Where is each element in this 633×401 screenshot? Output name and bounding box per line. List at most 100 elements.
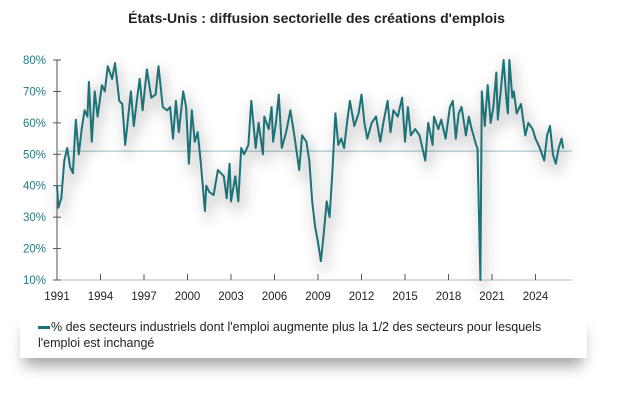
data-point xyxy=(154,93,157,96)
data-point xyxy=(337,144,340,146)
data-point xyxy=(212,194,215,196)
data-point xyxy=(486,84,489,86)
data-point xyxy=(257,122,260,124)
data-point xyxy=(427,122,430,124)
data-point xyxy=(298,169,300,171)
data-point xyxy=(217,169,219,171)
legend-label: % des secteurs industriels dont l'emploi… xyxy=(38,320,542,350)
y-tick-label: 40% xyxy=(23,181,46,193)
data-point xyxy=(301,134,303,137)
data-point xyxy=(375,115,377,118)
data-point xyxy=(512,90,515,93)
data-point xyxy=(208,191,211,193)
data-point xyxy=(314,225,316,228)
data-point xyxy=(182,90,184,93)
x-tick-label: 2024 xyxy=(523,291,549,303)
data-point xyxy=(96,115,99,118)
data-point xyxy=(334,112,337,115)
data-point xyxy=(191,109,193,112)
data-point xyxy=(169,106,171,108)
data-point xyxy=(308,159,311,162)
data-point xyxy=(452,100,454,102)
series-line xyxy=(56,59,565,281)
data-point xyxy=(199,159,202,162)
x-tick-label: 2009 xyxy=(305,291,331,303)
data-point xyxy=(499,90,502,93)
data-point xyxy=(75,118,77,121)
data-point xyxy=(404,140,406,143)
data-point xyxy=(527,122,530,124)
data-point xyxy=(363,122,366,124)
data-point xyxy=(401,96,403,99)
data-point xyxy=(449,106,451,108)
data-point xyxy=(60,197,63,200)
data-point xyxy=(555,162,557,165)
chart-title: États-Unis : diffusion sectorielle des c… xyxy=(128,10,505,26)
data-point xyxy=(185,106,187,108)
data-point xyxy=(86,115,89,118)
y-tick-label: 30% xyxy=(23,212,46,224)
data-point xyxy=(289,109,292,112)
data-point xyxy=(440,118,443,121)
data-point xyxy=(437,128,440,130)
data-point xyxy=(262,153,264,156)
data-point xyxy=(370,122,373,124)
data-point xyxy=(410,134,412,137)
data-point xyxy=(562,147,564,149)
x-tick-label: 2012 xyxy=(349,291,375,303)
data-point xyxy=(254,147,257,149)
x-tick-label: 2000 xyxy=(175,291,201,303)
data-point xyxy=(549,125,551,127)
data-point xyxy=(507,112,509,115)
data-point xyxy=(250,100,253,102)
data-point xyxy=(205,184,208,187)
data-point xyxy=(178,131,180,134)
data-point xyxy=(433,115,435,118)
data-point xyxy=(106,65,109,68)
data-point xyxy=(511,96,514,99)
data-point xyxy=(331,169,334,171)
data-point xyxy=(66,147,68,149)
data-point xyxy=(162,106,164,108)
data-point xyxy=(325,200,328,203)
data-point xyxy=(150,96,153,99)
data-point xyxy=(386,100,389,102)
x-tick-label: 2018 xyxy=(436,291,462,303)
data-point xyxy=(124,144,126,146)
y-tick-label: 60% xyxy=(23,118,46,130)
data-point xyxy=(353,125,356,127)
data-point xyxy=(230,200,232,203)
x-tick-label: 1997 xyxy=(131,291,157,303)
data-point xyxy=(418,134,421,137)
data-point xyxy=(237,200,240,203)
data-point xyxy=(234,175,237,178)
data-point xyxy=(91,140,93,143)
data-point xyxy=(320,260,322,262)
data-point xyxy=(560,137,563,140)
data-point xyxy=(444,137,447,140)
x-tick-label: 2021 xyxy=(479,291,505,303)
data-point xyxy=(407,106,409,108)
data-point xyxy=(305,140,308,143)
data-point xyxy=(111,78,113,80)
line-chart: 10% 20% 30% 40% 50% 60% 70% 80% 1991 1994 1997 2000… xyxy=(23,55,572,303)
data-point xyxy=(166,109,168,112)
data-point xyxy=(360,93,363,96)
data-point xyxy=(101,84,103,86)
data-point xyxy=(531,128,534,130)
data-point xyxy=(483,125,486,127)
data-point xyxy=(69,166,71,168)
data-point xyxy=(431,144,434,146)
data-point xyxy=(379,140,382,143)
data-point xyxy=(243,153,245,156)
data-point xyxy=(460,106,463,108)
data-point xyxy=(272,140,274,143)
y-tick-label: 20% xyxy=(23,244,46,256)
data-point xyxy=(346,122,348,124)
y-tick-label: 70% xyxy=(23,86,46,98)
data-point xyxy=(366,137,369,140)
data-point xyxy=(396,115,399,118)
data-point xyxy=(104,90,106,93)
data-point xyxy=(56,184,58,187)
data-point xyxy=(317,241,319,244)
